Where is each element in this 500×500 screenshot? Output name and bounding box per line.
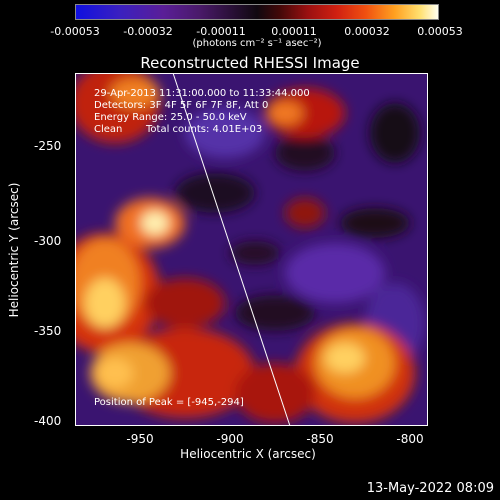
energy-range: Energy Range: 25.0 - 50.0 keV xyxy=(94,112,247,123)
colorbar-tick: -0.00011 xyxy=(196,25,246,38)
solar-limb-line xyxy=(172,73,291,426)
generation-timestamp: 13-May-2022 08:09 xyxy=(366,481,494,496)
total-counts: Total counts: 4.01E+03 xyxy=(146,124,263,135)
colorbar-tick: 0.00032 xyxy=(344,25,390,38)
colorbar xyxy=(75,4,439,20)
time-range: 29-Apr-2013 11:31:00.000 to 11:33:44.000 xyxy=(94,88,310,99)
y-tick: -350 xyxy=(34,324,62,338)
y-tick: -400 xyxy=(34,414,62,428)
colorbar-tick: -0.00032 xyxy=(123,25,173,38)
colorbar-unit: (photons cm⁻² s⁻¹ asec⁻²) xyxy=(192,38,322,49)
y-tick: -300 xyxy=(34,234,62,248)
colorbar-tick: 0.00053 xyxy=(417,25,463,38)
colorbar-tick: -0.00053 xyxy=(50,25,100,38)
rhessi-image xyxy=(75,73,428,426)
y-tick: -250 xyxy=(34,139,62,153)
y-axis-label: Heliocentric Y (arcsec) xyxy=(7,182,21,318)
x-axis-label: Heliocentric X (arcsec) xyxy=(180,447,316,461)
x-tick: -950 xyxy=(126,432,154,446)
colorbar-tick: 0.00011 xyxy=(271,25,317,38)
x-tick: -850 xyxy=(306,432,334,446)
x-tick: -900 xyxy=(216,432,244,446)
x-tick: -800 xyxy=(396,432,424,446)
peak-position: Position of Peak = [-945,-294] xyxy=(94,397,244,408)
method: Clean xyxy=(94,124,123,135)
image-title: Reconstructed RHESSI Image xyxy=(140,54,360,72)
detectors: Detectors: 3F 4F 5F 6F 7F 8F, Att 0 xyxy=(94,100,269,111)
rhessi-image-canvas xyxy=(75,73,428,426)
